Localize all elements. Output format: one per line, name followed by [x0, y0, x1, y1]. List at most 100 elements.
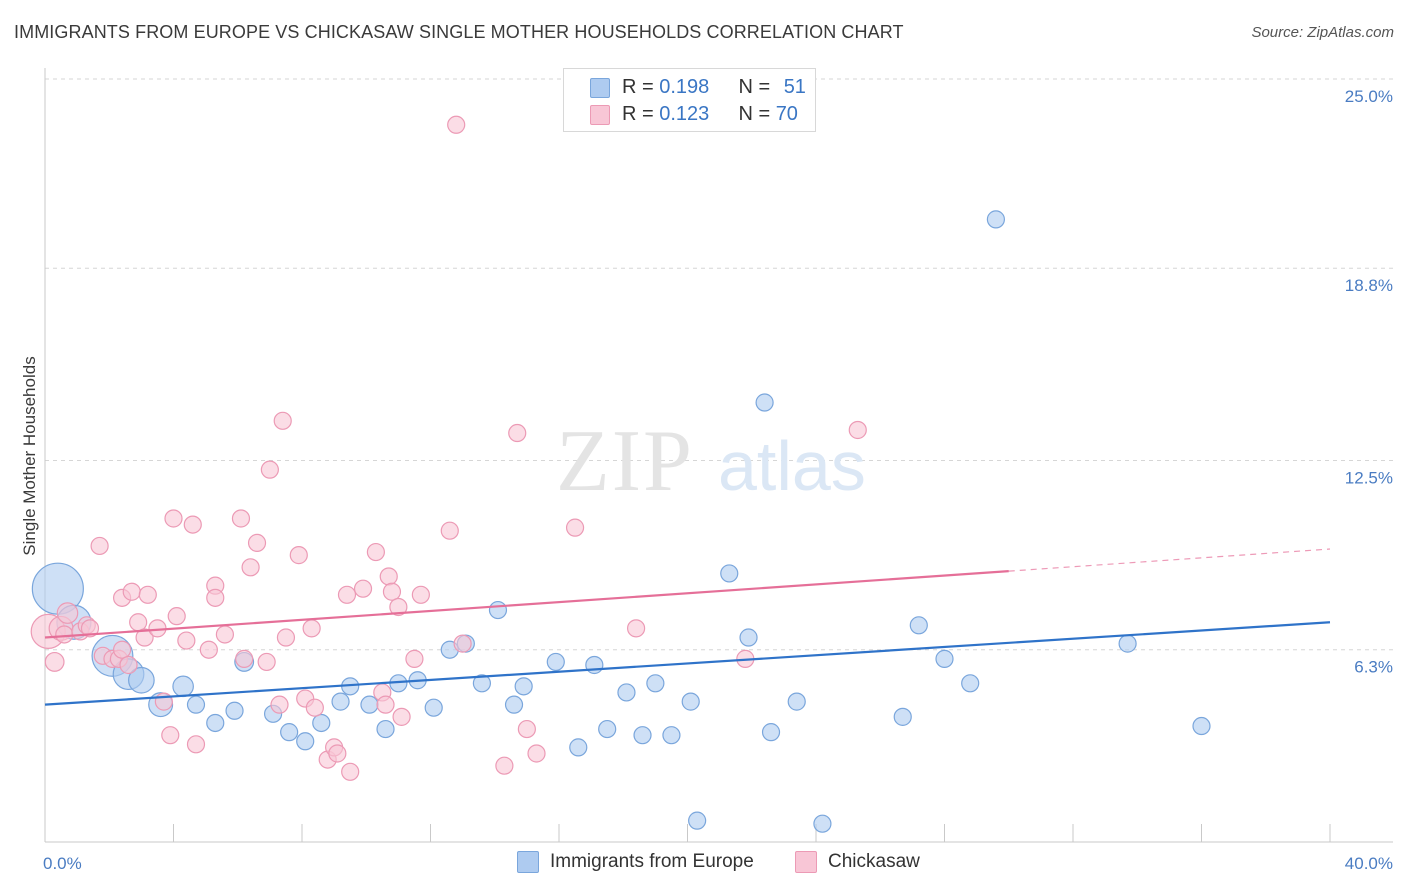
europe-point: [206, 713, 225, 733]
europe-point: [280, 723, 299, 742]
chickasaw-point: [257, 652, 276, 672]
chickasaw-point: [626, 619, 646, 638]
n-value-chickasaw: 70: [775, 103, 798, 125]
europe-point: [424, 698, 443, 717]
europe-point: [1118, 634, 1137, 653]
chickasaw-point: [848, 420, 867, 440]
europe-point: [186, 695, 206, 714]
chickasaw-point: [353, 579, 373, 598]
n-label: N =: [738, 76, 776, 98]
r-value-europe: 0.198: [659, 76, 710, 98]
chart-title: IMMIGRANTS FROM EUROPE VS CHICKASAW SING…: [14, 22, 904, 42]
chickasaw-point: [302, 619, 321, 638]
y-tick-label: 18.8%: [1345, 276, 1393, 295]
chickasaw-point: [135, 628, 154, 647]
chickasaw-point: [112, 640, 132, 659]
chickasaw-point: [276, 628, 296, 647]
watermark-zip: ZIP: [556, 413, 694, 510]
europe-point: [986, 210, 1006, 229]
europe-point: [376, 719, 395, 739]
chickasaw-point: [167, 607, 186, 626]
europe-point: [598, 719, 617, 739]
chickasaw-point: [186, 735, 206, 754]
europe-point: [1192, 716, 1211, 736]
x-tick-label: 0.0%: [43, 854, 82, 873]
chickasaw-point: [80, 619, 100, 638]
europe-point: [225, 701, 244, 720]
europe-point: [617, 683, 636, 702]
chickasaw-point: [44, 651, 65, 672]
stats-legend: R = 0.198 N = 51 R = 0.123 N = 70: [563, 68, 816, 132]
series-legend: Immigrants from Europe Chickasaw: [0, 851, 1406, 879]
europe-point: [331, 692, 350, 711]
chickasaw-point: [517, 719, 536, 739]
chickasaw-point: [337, 585, 357, 604]
n-value-europe: 51: [783, 76, 806, 98]
chickasaw-point: [241, 558, 260, 577]
chickasaw-point: [231, 509, 251, 528]
chickasaw-point: [411, 585, 430, 604]
europe-point: [504, 695, 524, 714]
chickasaw-trend-line: [44, 570, 1009, 639]
europe-point: [787, 692, 806, 711]
europe-point: [909, 616, 928, 635]
trend-lines: [44, 548, 1331, 706]
x-tick-label: 40.0%: [1345, 854, 1393, 873]
chickasaw-point: [215, 625, 234, 644]
chickasaw-point: [270, 695, 289, 714]
legend-label-chickasaw: Chickasaw: [828, 851, 920, 872]
chickasaw-point: [508, 423, 527, 443]
chickasaw-point: [565, 518, 585, 537]
europe-trend-line: [44, 621, 1331, 706]
europe-point: [128, 666, 155, 694]
europe-point: [514, 677, 533, 696]
chickasaw-point: [366, 542, 385, 562]
europe-point: [569, 738, 588, 757]
europe-swatch: [590, 78, 610, 98]
r-label: R =: [622, 103, 660, 125]
chickasaw-point: [90, 536, 109, 556]
chickasaw-point: [183, 515, 202, 534]
chickasaw-point: [260, 460, 279, 479]
y-tick-label: 12.5%: [1345, 469, 1393, 488]
europe-point: [646, 674, 665, 693]
europe-point: [633, 726, 652, 745]
watermark: ZIP atlas: [556, 413, 866, 510]
europe-point: [935, 649, 954, 668]
y-axis-label: Single Mother Households: [20, 356, 39, 555]
chickasaw-point: [138, 585, 157, 604]
chickasaw-point: [389, 597, 408, 617]
tick-labels: 6.3% 12.5% 18.8% 25.0% 0.0% 40.0%: [43, 87, 1393, 873]
europe-point: [360, 695, 379, 714]
europe-point: [813, 814, 832, 833]
chickasaw-point: [405, 649, 424, 668]
europe-point: [296, 732, 315, 751]
europe-point: [755, 393, 774, 412]
y-tick-label: 6.3%: [1354, 658, 1393, 677]
chickasaw-trend-extension: [1008, 548, 1331, 572]
r-value-chickasaw: 0.123: [659, 103, 710, 125]
chickasaw-point: [376, 695, 395, 714]
chickasaw-point: [392, 707, 411, 726]
chickasaw-legend-swatch: [795, 851, 817, 873]
chickasaw-swatch: [590, 105, 610, 125]
chickasaw-point: [453, 634, 472, 653]
chickasaw-point: [341, 762, 360, 781]
legend-item-europe[interactable]: Immigrants from Europe: [517, 851, 754, 873]
europe-point: [681, 692, 700, 711]
chickasaw-point: [56, 602, 79, 624]
chickasaw-point: [273, 411, 292, 430]
chickasaw-point: [206, 588, 225, 607]
chickasaw-point: [235, 649, 254, 668]
europe-point: [961, 674, 980, 693]
europe-legend-swatch: [517, 851, 539, 873]
chickasaw-point: [164, 509, 183, 528]
y-tick-label: 25.0%: [1345, 87, 1393, 106]
legend-item-chickasaw[interactable]: Chickasaw: [795, 851, 920, 873]
n-label: N =: [738, 103, 776, 125]
chickasaw-point: [289, 546, 308, 565]
europe-point: [720, 564, 739, 583]
chickasaw-point: [161, 726, 180, 745]
europe-point: [312, 713, 331, 733]
